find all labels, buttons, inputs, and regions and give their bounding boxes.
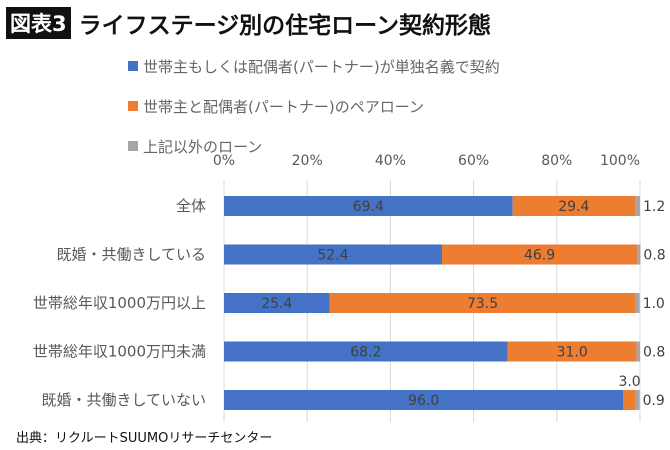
legend-swatch [128,61,138,71]
x-tick-label: 60% [458,153,489,169]
data-label: 68.2 [350,345,381,361]
category-label: 世帯総年収1000万円以上 [33,294,206,312]
data-label: 96.0 [408,393,439,409]
legend-item: 上記以外のローン [128,126,500,166]
legend-label: 世帯主もしくは配偶者(パートナー)が単独名義で契約 [143,57,500,76]
data-label: 25.4 [261,296,292,312]
category-label: 全体 [176,197,206,215]
bar-segment [623,390,636,410]
source-note: 出典：リクルートSUUMOリサーチセンター [16,431,273,446]
data-label: 0.8 [643,345,665,361]
chart-title: 図表3 ライフステージ別の住宅ローン契約形態 [6,6,491,40]
bar-segment [224,244,442,265]
x-tick-label: 100% [600,153,640,169]
data-label: 31.0 [557,345,588,361]
legend: 世帯主もしくは配偶者(パートナー)が単独名義で契約 世帯主と配偶者(パートナー)… [128,46,500,166]
legend-item: 世帯主もしくは配偶者(パートナー)が単独名義で契約 [128,46,500,86]
category-label: 既婚・共働きしていない [41,391,206,409]
bar-segment [224,196,513,216]
data-label: 73.5 [467,296,498,312]
data-label: 0.9 [643,393,665,409]
bar-segment [635,293,640,313]
category-label: 既婚・共働きしている [56,246,206,264]
figure-badge: 図表3 [6,7,71,39]
legend-swatch [128,101,138,111]
legend-swatch [128,141,138,151]
legend-label: 上記以外のローン [143,137,263,156]
x-tick-label: 20% [292,153,323,169]
bar-segment [224,293,330,313]
data-label: 52.4 [317,248,348,264]
data-label: 29.4 [558,199,589,215]
data-label: 3.0 [618,374,640,390]
bar-segment [224,341,508,362]
bar-segment [637,244,641,265]
data-label: 0.8 [643,248,665,264]
data-label: 46.9 [524,248,555,264]
title-text: ライフステージ別の住宅ローン契約形態 [78,13,492,39]
bar-segment [635,390,640,410]
x-tick-label: 80% [541,153,572,169]
category-label: 世帯総年収1000万円未満 [33,343,206,361]
data-label: 1.2 [643,199,665,215]
bar-segment [329,293,636,313]
legend-item: 世帯主と配偶者(パートナー)のペアローン [128,86,500,126]
bar-segment [512,196,636,216]
legend-label: 世帯主と配偶者(パートナー)のペアローン [143,97,424,116]
x-tick-label: 0% [213,153,235,169]
bar-segment [224,390,624,410]
bar-segment [507,341,637,362]
data-label: 1.0 [643,296,665,312]
data-label: 69.4 [353,199,384,215]
bar-segment [441,244,638,265]
bar-segment [636,341,640,362]
bar-segment [635,196,640,216]
x-tick-label: 40% [375,153,406,169]
